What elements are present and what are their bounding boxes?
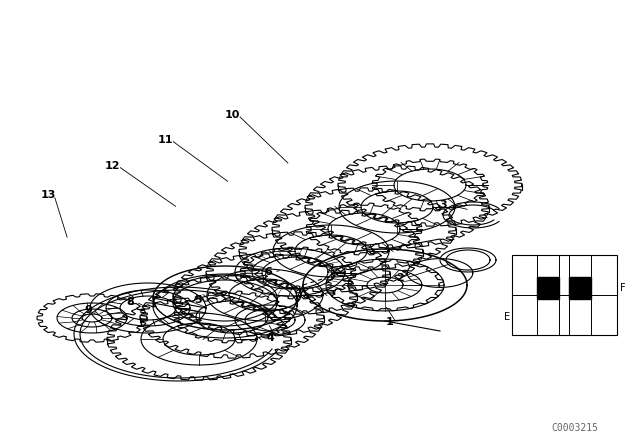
Text: 2: 2 <box>396 273 404 283</box>
Text: 9: 9 <box>84 305 92 315</box>
Bar <box>512 255 617 335</box>
Bar <box>537 277 559 299</box>
Text: 6: 6 <box>264 267 272 277</box>
Bar <box>569 277 591 299</box>
Text: 4: 4 <box>266 333 274 343</box>
Text: 12: 12 <box>104 161 120 171</box>
Text: 3: 3 <box>439 200 447 210</box>
Text: 10: 10 <box>224 110 240 120</box>
Text: 5: 5 <box>194 295 202 305</box>
Text: 13: 13 <box>40 190 56 200</box>
Text: C0003215: C0003215 <box>552 423 598 433</box>
Text: E: E <box>504 312 510 322</box>
Text: 1: 1 <box>386 317 394 327</box>
Text: F: F <box>620 283 626 293</box>
Text: 8: 8 <box>126 297 134 307</box>
Text: 11: 11 <box>157 135 173 145</box>
